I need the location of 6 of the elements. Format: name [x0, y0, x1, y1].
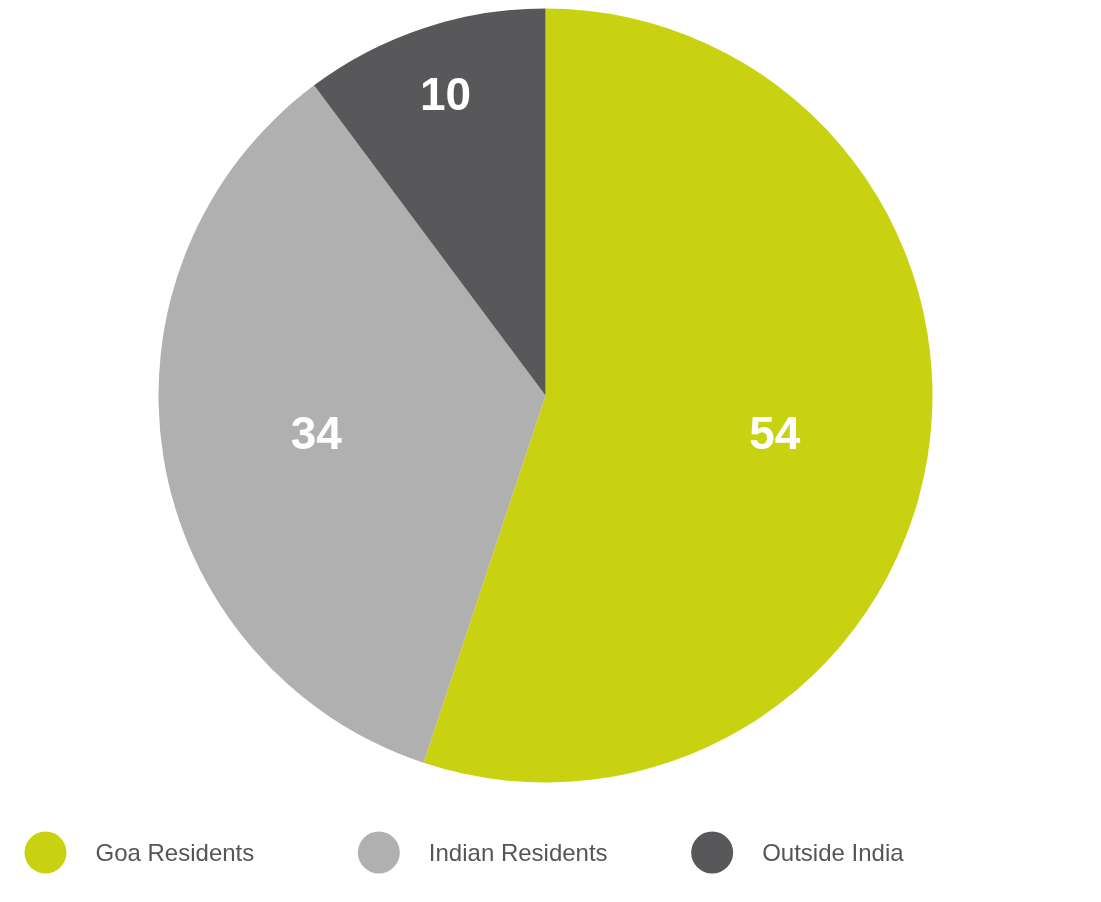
- data-label: 10: [419, 68, 472, 121]
- data-label: 34: [290, 406, 343, 459]
- data-label: 54: [749, 406, 801, 459]
- legend-label: Outside India: [762, 839, 905, 866]
- legend-label: Indian Residents: [428, 839, 608, 866]
- legend-label: Goa Residents: [95, 839, 255, 866]
